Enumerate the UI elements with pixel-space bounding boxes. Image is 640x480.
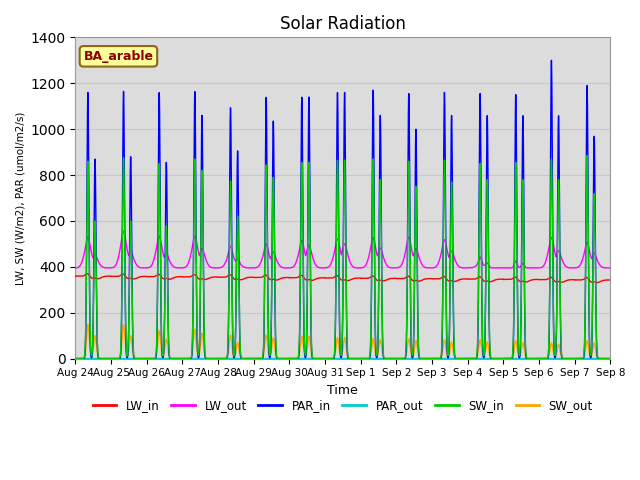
LW_in <box>594 280 602 286</box>
PAR_in <box>433 356 441 361</box>
X-axis label: Time: Time <box>328 384 358 397</box>
PAR_in <box>606 356 614 361</box>
PAR_out <box>463 356 470 361</box>
SW_in <box>248 356 256 361</box>
SW_out <box>168 356 175 361</box>
PAR_out <box>433 356 441 361</box>
PAR_in <box>493 356 500 361</box>
LW_in <box>493 276 500 282</box>
LW_out <box>493 265 500 271</box>
SW_in <box>583 153 591 158</box>
SW_in <box>606 356 614 361</box>
SW_in <box>463 356 470 361</box>
PAR_in <box>72 356 79 361</box>
LW_in <box>72 273 79 279</box>
SW_in <box>168 356 175 361</box>
LW_out <box>607 265 614 271</box>
SW_in <box>323 356 331 361</box>
PAR_out <box>168 356 175 361</box>
Line: SW_out: SW_out <box>76 324 611 359</box>
PAR_out <box>607 356 614 361</box>
SW_out <box>323 356 331 361</box>
Title: Solar Radiation: Solar Radiation <box>280 15 406 33</box>
PAR_in <box>548 58 556 63</box>
Line: LW_in: LW_in <box>76 274 611 283</box>
SW_in <box>72 356 79 361</box>
Text: BA_arable: BA_arable <box>83 50 154 63</box>
PAR_in <box>323 356 331 361</box>
LW_out <box>168 262 175 267</box>
PAR_out <box>605 356 613 361</box>
SW_out <box>607 356 614 361</box>
SW_out <box>72 356 79 361</box>
LW_out <box>72 265 79 271</box>
LW_in <box>463 276 470 282</box>
PAR_out <box>323 356 330 361</box>
PAR_in <box>248 356 256 361</box>
LW_out <box>433 263 441 268</box>
LW_out <box>500 265 508 271</box>
LW_out <box>120 228 127 234</box>
Legend: LW_in, LW_out, PAR_in, PAR_out, SW_in, SW_out: LW_in, LW_out, PAR_in, PAR_out, SW_in, S… <box>88 395 598 417</box>
LW_out <box>463 265 470 271</box>
Line: LW_out: LW_out <box>76 231 611 268</box>
SW_out <box>493 356 500 361</box>
PAR_in <box>463 356 470 361</box>
Line: SW_in: SW_in <box>76 156 611 359</box>
LW_in <box>607 277 614 283</box>
LW_in <box>84 271 92 276</box>
SW_out <box>606 356 614 361</box>
SW_in <box>433 356 441 361</box>
LW_out <box>323 265 331 271</box>
Y-axis label: LW, SW (W/m2), PAR (umol/m2/s): LW, SW (W/m2), PAR (umol/m2/s) <box>15 111 25 285</box>
LW_in <box>433 276 441 282</box>
SW_out <box>433 356 441 361</box>
Line: PAR_in: PAR_in <box>76 60 611 359</box>
PAR_in <box>607 356 614 361</box>
LW_out <box>606 265 614 271</box>
LW_in <box>168 276 175 282</box>
SW_out <box>84 322 92 327</box>
LW_in <box>323 275 331 281</box>
PAR_in <box>168 356 175 361</box>
SW_out <box>463 356 470 361</box>
PAR_out <box>493 356 500 361</box>
SW_out <box>569 356 577 361</box>
PAR_out <box>72 356 79 361</box>
SW_in <box>607 356 614 361</box>
LW_in <box>606 277 614 283</box>
SW_in <box>493 356 500 361</box>
